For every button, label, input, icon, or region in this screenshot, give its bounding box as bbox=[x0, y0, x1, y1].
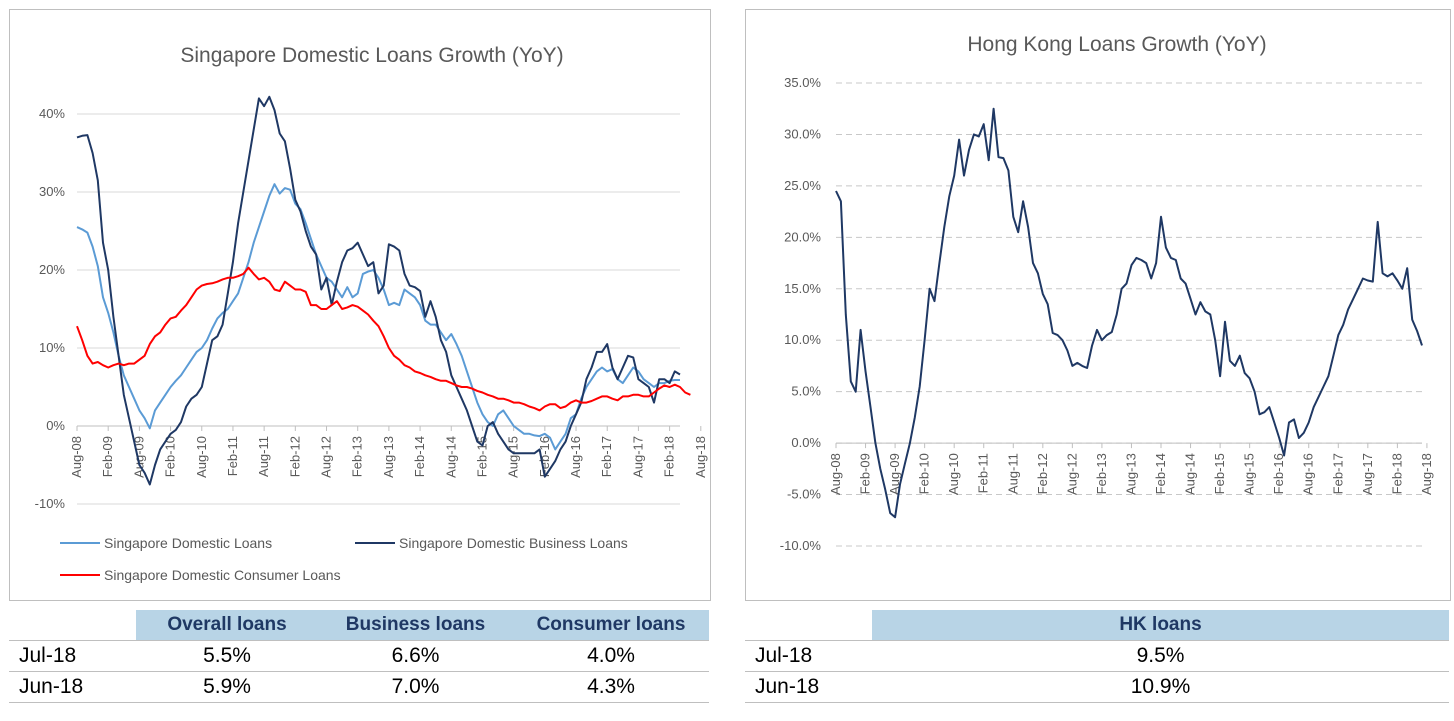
y-tick-label: 35.0% bbox=[784, 75, 821, 90]
x-tick-label: Aug-11 bbox=[256, 436, 271, 477]
y-tick-label: -10.0% bbox=[780, 538, 822, 553]
table-cell: 10.9% bbox=[872, 671, 1449, 703]
table-cell: 7.0% bbox=[318, 671, 513, 703]
x-tick-label: Feb-12 bbox=[1035, 453, 1050, 494]
x-tick-label: Feb-15 bbox=[1212, 453, 1227, 494]
x-tick-label: Feb-15 bbox=[474, 436, 489, 477]
y-tick-label: 25.0% bbox=[784, 178, 821, 193]
table-row: Jul-18 5.5% 6.6% 4.0% bbox=[9, 640, 709, 672]
series-line bbox=[76, 95, 681, 486]
x-tick-label: Aug-15 bbox=[506, 436, 521, 478]
table-row: Jun-18 10.9% bbox=[745, 671, 1449, 703]
table-cell: Jul-18 bbox=[745, 640, 872, 672]
y-tick-label: 20.0% bbox=[784, 229, 821, 244]
sg-chart: Singapore Domestic Loans Growth (YoY) -10… bbox=[35, 44, 708, 583]
x-tick-label: Aug-13 bbox=[1123, 453, 1138, 495]
x-tick-label: Feb-17 bbox=[1330, 453, 1345, 494]
x-tick-label: Feb-10 bbox=[163, 436, 178, 477]
table-cell: Jun-18 bbox=[745, 671, 872, 703]
hk-summary-table: HK loans Jul-18 9.5% Jun-18 10.9% bbox=[745, 610, 1449, 703]
y-tick-label: 40% bbox=[39, 106, 65, 121]
table-cell: 5.5% bbox=[136, 640, 318, 672]
y-tick-label: 30% bbox=[39, 184, 65, 199]
x-tick-label: Aug-09 bbox=[887, 453, 902, 495]
x-tick-label: Aug-17 bbox=[630, 436, 645, 478]
table-header-cell: HK loans bbox=[872, 610, 1449, 641]
legend-label: Singapore Domestic Loans bbox=[104, 535, 272, 551]
x-tick-label: Feb-14 bbox=[1153, 453, 1168, 494]
table-header-cell: Overall loans bbox=[136, 610, 318, 641]
x-tick-label: Aug-14 bbox=[1183, 453, 1198, 495]
x-tick-label: Aug-12 bbox=[1064, 453, 1079, 495]
y-tick-label: 15.0% bbox=[784, 281, 821, 296]
y-tick-label: 5.0% bbox=[791, 384, 821, 399]
table-cell: 6.6% bbox=[318, 640, 513, 672]
x-tick-label: Feb-18 bbox=[1389, 453, 1404, 494]
sg-chart-panel: Singapore Domestic Loans Growth (YoY) -10… bbox=[9, 9, 711, 601]
y-tick-label: 10% bbox=[39, 340, 65, 355]
x-tick-label: Feb-12 bbox=[287, 436, 302, 477]
series-line bbox=[76, 183, 680, 451]
y-tick-label: -10% bbox=[35, 496, 66, 511]
x-tick-label: Aug-18 bbox=[1419, 453, 1434, 495]
chart-title: Hong Kong Loans Growth (YoY) bbox=[967, 33, 1266, 56]
table-cell: 5.9% bbox=[136, 671, 318, 703]
x-tick-label: Aug-10 bbox=[194, 436, 209, 478]
x-tick-label: Aug-13 bbox=[381, 436, 396, 478]
y-tick-label: -5.0% bbox=[787, 487, 821, 502]
legend-label: Singapore Domestic Consumer Loans bbox=[104, 567, 341, 583]
table-header-row: Overall loans Business loans Consumer lo… bbox=[9, 610, 709, 641]
x-tick-label: Aug-15 bbox=[1242, 453, 1257, 495]
x-tick-label: Feb-13 bbox=[1094, 453, 1109, 494]
table-header-row: HK loans bbox=[745, 610, 1449, 641]
table-header-cell: Consumer loans bbox=[513, 610, 709, 641]
x-tick-label: Aug-16 bbox=[568, 436, 583, 478]
chart-title: Singapore Domestic Loans Growth (YoY) bbox=[180, 44, 563, 67]
x-tick-label: Feb-11 bbox=[976, 453, 991, 493]
table-header-cell: Business loans bbox=[318, 610, 513, 641]
y-tick-label: 0% bbox=[46, 418, 65, 433]
x-tick-label: Aug-11 bbox=[1005, 453, 1020, 494]
hk-chart-panel: Hong Kong Loans Growth (YoY) -10.0% -5.0% 0… bbox=[745, 9, 1451, 601]
x-tick-label: Aug-17 bbox=[1360, 453, 1375, 495]
table-cell: Jun-18 bbox=[9, 671, 136, 703]
x-tick-label: Feb-13 bbox=[350, 436, 365, 477]
table-row: Jun-18 5.9% 7.0% 4.3% bbox=[9, 671, 709, 703]
x-tick-label: Feb-16 bbox=[1271, 453, 1286, 494]
series-line bbox=[835, 107, 1423, 519]
x-tick-label: Feb-14 bbox=[412, 436, 427, 477]
table-cell: 9.5% bbox=[872, 640, 1449, 672]
y-tick-label: 30.0% bbox=[784, 126, 821, 141]
x-tick-label: Aug-16 bbox=[1301, 453, 1316, 495]
x-tick-label: Feb-10 bbox=[917, 453, 932, 494]
x-tick-label: Feb-17 bbox=[599, 436, 614, 477]
x-tick-label: Feb-11 bbox=[225, 436, 240, 476]
x-tick-label: Aug-18 bbox=[693, 436, 708, 478]
x-tick-label: Aug-12 bbox=[319, 436, 334, 478]
x-tick-label: Aug-08 bbox=[69, 436, 84, 478]
series-line bbox=[76, 266, 691, 412]
table-header-cell bbox=[745, 610, 872, 641]
table-header-cell bbox=[9, 610, 136, 641]
y-tick-label: 10.0% bbox=[784, 332, 821, 347]
x-tick-label: Aug-14 bbox=[443, 436, 458, 478]
table-cell: Jul-18 bbox=[9, 640, 136, 672]
x-tick-label: Feb-09 bbox=[858, 453, 873, 494]
table-cell: 4.3% bbox=[513, 671, 709, 703]
table-row: Jul-18 9.5% bbox=[745, 640, 1449, 672]
hk-chart: Hong Kong Loans Growth (YoY) -10.0% -5.0% 0… bbox=[780, 33, 1434, 553]
x-tick-label: Feb-16 bbox=[537, 436, 552, 477]
sg-summary-table: Overall loans Business loans Consumer lo… bbox=[9, 610, 709, 703]
y-tick-label: 20% bbox=[39, 262, 65, 277]
x-tick-label: Feb-18 bbox=[662, 436, 677, 477]
x-tick-label: Feb-09 bbox=[100, 436, 115, 477]
legend-label: Singapore Domestic Business Loans bbox=[399, 535, 628, 551]
x-tick-label: Aug-10 bbox=[946, 453, 961, 495]
table-cell: 4.0% bbox=[513, 640, 709, 672]
y-tick-label: 0.0% bbox=[791, 435, 821, 450]
x-tick-label: Aug-08 bbox=[828, 453, 843, 495]
